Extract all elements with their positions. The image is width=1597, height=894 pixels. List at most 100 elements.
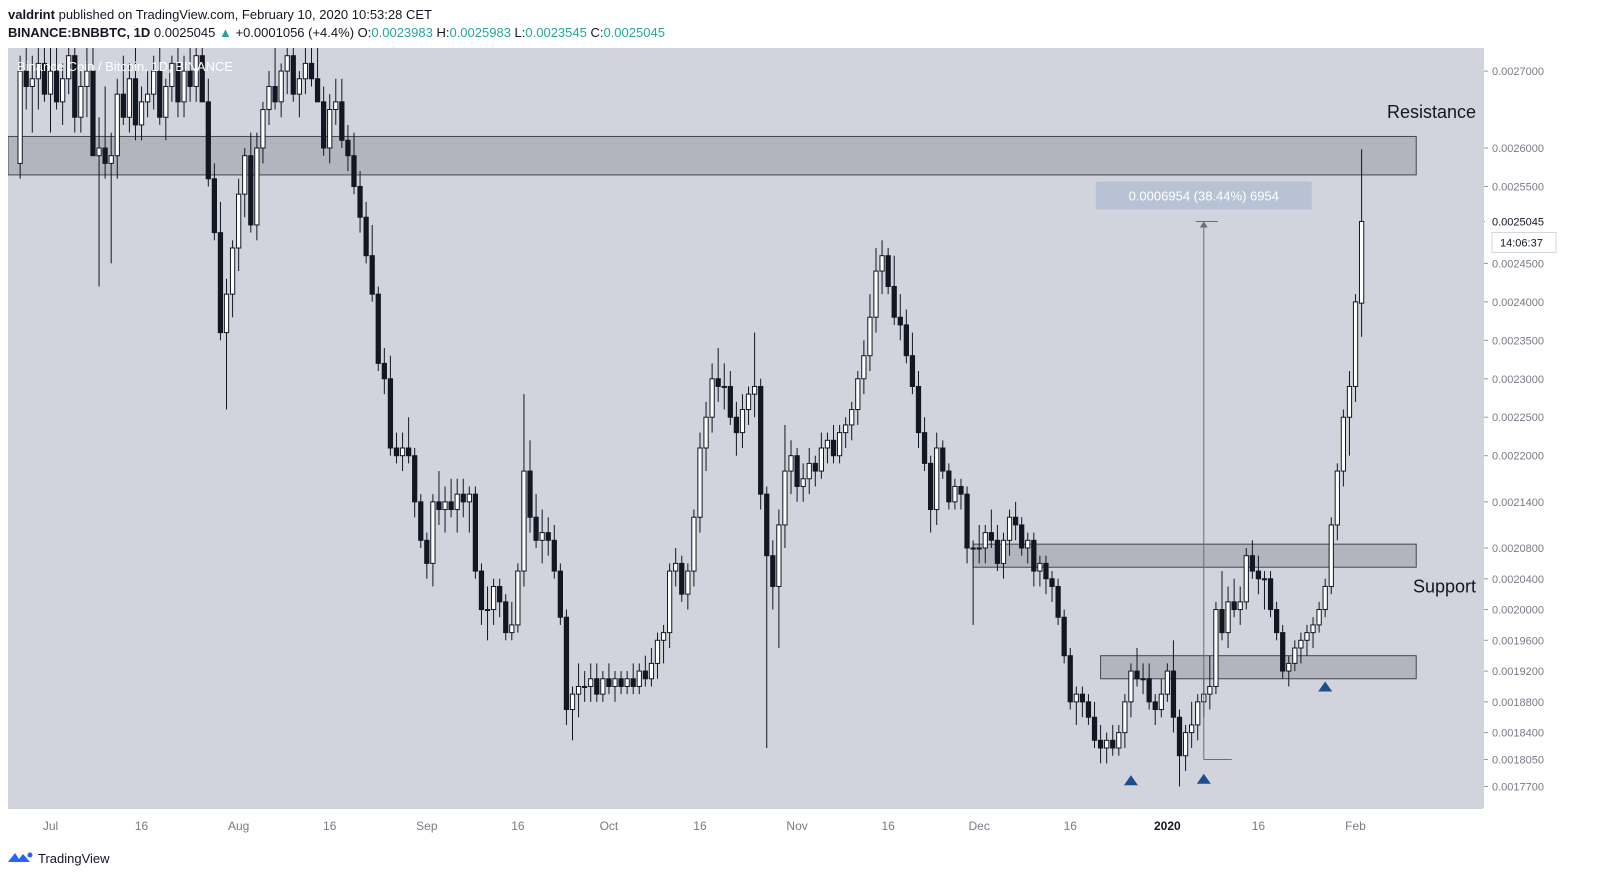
candle-up (654, 639, 661, 664)
candle-down (891, 285, 897, 318)
candle-down (308, 62, 315, 80)
candle-up (1073, 693, 1079, 703)
candle-up (96, 147, 102, 157)
price-axis[interactable]: 0.0027000 0.0026000 0.0025500 0.0025045 0.00… (1483, 48, 1597, 808)
up-triangle-marker-icon (1196, 773, 1211, 784)
time-tick-label: Oct (600, 819, 619, 833)
candle-up (296, 78, 302, 95)
candle-up (1346, 385, 1353, 418)
time-axis[interactable]: Jul 16 Aug 16 Sep 16 Oct 16 Nov 16 Dec 16 2020 16 Feb (8, 808, 1483, 839)
candle-up (1128, 670, 1134, 703)
candle-down (679, 562, 685, 595)
price-tick-label: 0.0024000 (1492, 297, 1544, 309)
tradingview-logo-icon (8, 852, 33, 862)
candle-down (1280, 632, 1286, 672)
candle-up (855, 378, 861, 411)
candle-up (151, 70, 157, 95)
candle-up (582, 685, 588, 688)
candle-down (988, 532, 994, 541)
price-axis-labels: 0.0027000 0.0026000 0.0025500 0.0025045 0.00… (1484, 66, 1597, 793)
candle-down (157, 70, 163, 118)
price-tick-label: 0.0018050 (1492, 755, 1544, 767)
candle-up (648, 662, 655, 680)
candle-down (363, 216, 369, 257)
candle-down (448, 501, 454, 511)
candle-up (667, 570, 673, 634)
candle-down (387, 378, 394, 449)
candle-up (266, 85, 272, 111)
brand-footer[interactable]: TradingView (8, 850, 110, 866)
price-tick-label: 0.0022500 (1492, 412, 1544, 424)
candle-down (733, 416, 740, 434)
candle-down (764, 493, 770, 557)
candle-up (1213, 609, 1219, 687)
candle-up (1237, 601, 1243, 611)
price-tick-label: 0.0020800 (1492, 543, 1544, 555)
candle-down (1079, 693, 1086, 703)
candle-down (1043, 562, 1049, 580)
candle-up (836, 432, 843, 457)
candle-up (223, 293, 230, 334)
candle-up (1316, 609, 1322, 626)
candle-up (539, 532, 545, 541)
price-tick-label: 0.0018400 (1492, 728, 1544, 740)
candle-up (284, 55, 290, 72)
price-tick-label: 0.0023500 (1492, 335, 1544, 347)
candle-down (1134, 670, 1140, 680)
candle-up (721, 385, 727, 388)
price-tick-label: 0.0020000 (1492, 605, 1544, 617)
candle-down (120, 93, 126, 118)
price-tick-label: 0.0020400 (1492, 574, 1544, 586)
candle-up (515, 570, 521, 626)
candle-up (1352, 301, 1359, 387)
price-tick-label: 0.0021400 (1492, 497, 1544, 509)
time-tick-label: Dec (969, 819, 990, 833)
candlestick-chart[interactable]: 0.0006954 (38.44%) 6954 Binance Coin / Bi… (8, 48, 1483, 808)
chart-plot-area[interactable]: 0.0006954 (38.44%) 6954 Binance Coin / Bi… (8, 48, 1483, 808)
candle-up (588, 678, 594, 687)
price-tick-label: 0.0018800 (1492, 697, 1544, 709)
candle-up (1340, 416, 1347, 472)
candle-up (242, 155, 248, 195)
candle-up (333, 101, 339, 111)
candle-down (770, 555, 776, 587)
resistance-zone (8, 135, 1417, 176)
time-tick-label: 16 (693, 819, 707, 833)
last-price-label: 0.0025045 (1492, 216, 1544, 228)
candle-down (1170, 670, 1177, 718)
candle-down (217, 232, 224, 334)
candle-down (903, 324, 909, 357)
candle-up (685, 570, 691, 595)
candle-up (193, 55, 199, 87)
candle-down (369, 255, 375, 295)
candle-down (424, 539, 430, 564)
candle-up (624, 678, 630, 687)
time-tick-label: Feb (1345, 819, 1366, 833)
candle-up (1158, 693, 1164, 711)
candle-down (533, 516, 539, 541)
candle-down (23, 70, 29, 87)
candle-down (205, 101, 211, 180)
candle-up (302, 62, 309, 80)
candle-up (709, 378, 715, 418)
candle-down (290, 55, 296, 95)
candle-up (873, 270, 879, 318)
close-value: 0.0025045 (603, 25, 665, 40)
candle-down (897, 316, 903, 326)
candle-up (703, 416, 709, 449)
candle-up (818, 447, 824, 472)
candle-up (1304, 632, 1310, 641)
price-tick-label: 0.0017700 (1492, 781, 1544, 793)
author-name[interactable]: valdrint (8, 7, 55, 22)
candle-up (824, 439, 831, 449)
candle-up (673, 562, 679, 572)
price-tick-label: 0.0019600 (1492, 635, 1544, 647)
candle-down (211, 178, 218, 234)
candle-up (229, 247, 236, 295)
candle-down (1055, 585, 1061, 618)
publish-info: valdrint published on TradingView.com, F… (8, 7, 432, 22)
resistance-label: Resistance (1387, 102, 1476, 122)
candle-down (715, 378, 721, 387)
candle-up (521, 470, 527, 572)
candle-up (29, 78, 35, 87)
